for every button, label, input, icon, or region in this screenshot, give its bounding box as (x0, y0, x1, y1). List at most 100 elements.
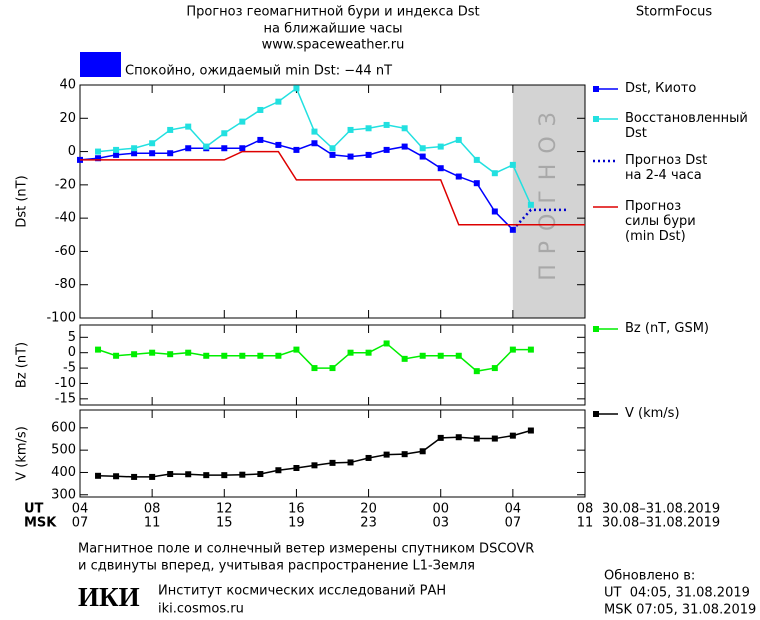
point (293, 346, 300, 353)
point (311, 140, 318, 147)
y-tick-label: 5 (68, 330, 76, 345)
ut-dates: 30.08–31.08.2019 (602, 502, 720, 517)
point (275, 98, 282, 105)
point (239, 145, 246, 152)
point (275, 141, 282, 148)
point (401, 355, 408, 362)
point (329, 365, 336, 372)
y-tick-label: 0 (68, 144, 76, 159)
point (149, 140, 156, 147)
point (437, 352, 444, 359)
note: и сдвинуты вперед, учитывая распростране… (78, 559, 475, 574)
forecast-label: ПРОГНОЗ (536, 102, 561, 281)
point (455, 173, 462, 180)
point (221, 352, 228, 359)
y-tick-label: -20 (55, 177, 76, 192)
point (131, 351, 138, 358)
point (149, 473, 156, 480)
y-tick-label: -10 (55, 376, 76, 391)
status: Спокойно, ожидаемый min Dst: −44 nT (125, 64, 392, 79)
plot-frame (79, 409, 586, 498)
series-line (97, 87, 532, 206)
point (527, 346, 534, 353)
point (257, 352, 264, 359)
point (185, 145, 192, 152)
point (221, 472, 228, 479)
legend-label: Bz (nT, GSM) (625, 321, 710, 336)
point (491, 365, 498, 372)
series-line (80, 150, 585, 226)
series-line (98, 429, 532, 478)
point (221, 145, 228, 152)
point (185, 349, 192, 356)
msk-tick-label: 11 (144, 516, 161, 531)
institute: Институт космических исследований РАН (158, 584, 446, 599)
point (95, 155, 102, 162)
point (455, 136, 462, 143)
y-tick-label: -60 (55, 244, 76, 259)
point (419, 145, 426, 152)
point (437, 434, 444, 441)
point (329, 145, 336, 152)
point (419, 448, 426, 455)
point (275, 467, 282, 474)
forecast-band (512, 85, 585, 318)
point (221, 130, 228, 137)
y-axis-label: V (km/s) (15, 426, 30, 481)
series-line (511, 208, 567, 231)
point (455, 434, 462, 441)
msk-dates: 30.08–31.08.2019 (602, 516, 720, 531)
point (383, 121, 390, 128)
point (383, 340, 390, 347)
series-line (79, 139, 514, 231)
point (185, 471, 192, 478)
point (203, 352, 210, 359)
y-tick-label: -40 (55, 211, 76, 226)
y-tick-label: 400 (51, 465, 76, 480)
point (293, 465, 300, 471)
point (149, 349, 156, 356)
y-axis-label: Bz (nT) (15, 342, 30, 388)
point (473, 368, 480, 375)
legend-label: Прогноз Dst на 2-4 часа (625, 153, 708, 183)
point (167, 150, 174, 157)
y-tick-label: -100 (46, 311, 76, 326)
status-box (80, 52, 121, 77)
x-tick-label: 00 (432, 502, 449, 517)
point (347, 126, 354, 133)
note: Магнитное поле и солнечный ветер измерен… (78, 542, 534, 557)
point (491, 170, 498, 177)
y-tick-label: 20 (59, 111, 76, 126)
point (383, 451, 390, 458)
msk-tick-label: 11 (577, 516, 594, 531)
point (167, 471, 174, 478)
point (527, 427, 534, 434)
point (113, 352, 120, 359)
msk-label: MSK (24, 516, 57, 531)
legend-label: V (km/s) (625, 406, 680, 421)
msk-tick-label: 19 (288, 516, 305, 531)
point (113, 151, 120, 158)
point (149, 150, 156, 157)
point (401, 125, 408, 132)
legend-label: Dst, Киото (625, 81, 697, 96)
x-tick-label: 04 (72, 502, 89, 517)
point (419, 352, 426, 359)
y-tick-label: 600 (51, 420, 76, 435)
plot-frame (79, 324, 586, 406)
legend-label: Восстановленный Dst (625, 111, 748, 141)
point (347, 459, 354, 466)
point (95, 472, 102, 479)
point (113, 473, 120, 480)
point (437, 165, 444, 172)
point (293, 146, 300, 153)
point (311, 128, 318, 135)
updated-msk: MSK 07:05, 31.08.2019 (604, 603, 756, 618)
subtitle: на ближайшие часы (263, 22, 402, 37)
point (473, 435, 480, 442)
legend-marker (593, 86, 599, 92)
point (131, 150, 138, 157)
x-tick-label: 20 (360, 502, 377, 517)
legend-marker (593, 326, 599, 332)
point (473, 156, 480, 163)
